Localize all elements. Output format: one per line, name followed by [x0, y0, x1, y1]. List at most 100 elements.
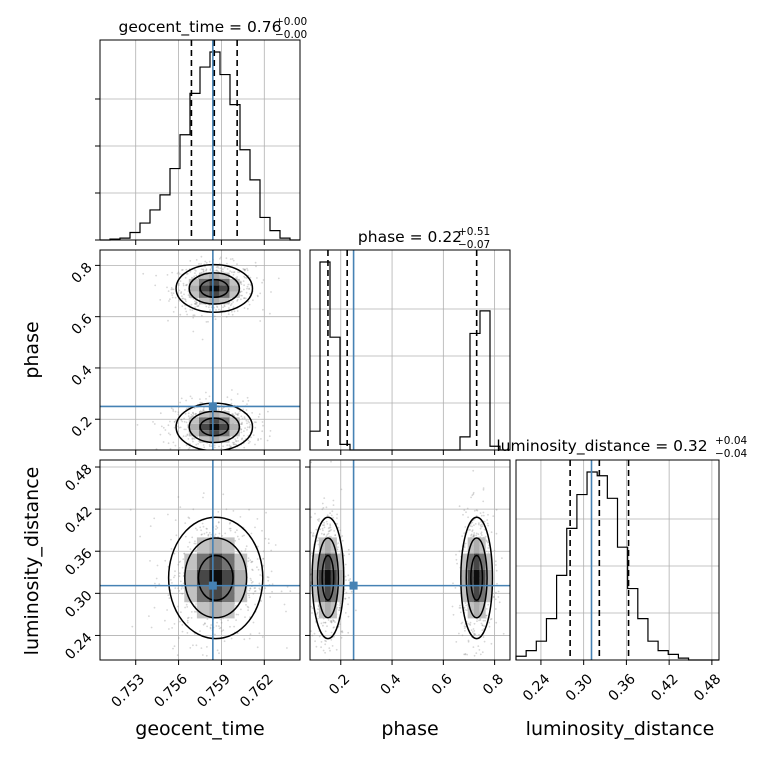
- panel-phase-vs-luminosity-distance-density-cell: [479, 553, 486, 570]
- title-luminosity-distance-main: luminosity_distance = 0.32: [496, 437, 707, 456]
- panel-phase-vs-luminosity-distance-density-cell: [330, 553, 337, 570]
- panel-geocent-time-vs-phase-sample: [251, 412, 254, 414]
- panel-geocent-time-vs-phase-sample: [240, 428, 242, 431]
- panel-geocent-time-vs-phase-sample: [236, 310, 239, 312]
- panel-phase-vs-luminosity-distance-sample: [475, 652, 478, 654]
- panel-phase-vs-luminosity-distance-sample: [492, 596, 495, 599]
- panel-geocent-time-vs-phase-sample: [242, 280, 245, 282]
- panel-geocent-time-vs-phase-sample: [256, 294, 259, 297]
- panel-phase-vs-luminosity-distance-sample: [307, 527, 309, 529]
- panel-geocent-time-vs-phase-sample: [226, 268, 229, 270]
- panel-geocent-time-vs-phase-sample: [199, 398, 201, 400]
- panel-geocent-time-vs-phase-sample: [245, 409, 248, 411]
- panel-phase-vs-luminosity-distance-sample: [311, 634, 314, 637]
- panel-geocent-time-vs-luminosity-distance-sample: [249, 577, 252, 580]
- panel-geocent-time-vs-phase-sample: [244, 276, 246, 279]
- panel-geocent-time-vs-phase-sample: [189, 260, 192, 262]
- panel-geocent-time-vs-phase-sample: [182, 297, 185, 300]
- panel-phase-vs-luminosity-distance-sample: [335, 648, 338, 651]
- panel-phase-vs-luminosity-distance-sample: [478, 634, 480, 636]
- panel-phase-vs-luminosity-distance-sample: [473, 654, 476, 657]
- panel-geocent-time-vs-phase-sample: [257, 439, 259, 442]
- panel-geocent-time-vs-luminosity-distance-sample: [191, 536, 194, 539]
- panel-geocent-time-vs-phase-sample: [225, 316, 228, 318]
- panel-geocent-time-vs-luminosity-distance-sample: [234, 539, 237, 542]
- panel-geocent-time-vs-phase-sample: [234, 412, 237, 414]
- hist-panel-luminosity-distance-steps: [515, 471, 719, 661]
- panel-phase-vs-luminosity-distance-sample: [458, 505, 461, 508]
- panel-geocent-time-vs-phase-sample: [214, 315, 216, 318]
- panel-phase-vs-luminosity-distance-sample: [463, 532, 466, 535]
- panel-geocent-time-vs-phase-sample: [266, 439, 269, 442]
- panel-geocent-time-vs-phase-sample: [196, 301, 199, 304]
- panel-phase-vs-luminosity-distance-sample: [326, 523, 329, 525]
- panel-geocent-time-vs-luminosity-distance-density-cell: [184, 553, 197, 570]
- panel-geocent-time-vs-phase-sample: [240, 290, 243, 293]
- panel-geocent-time-vs-luminosity-distance-sample: [270, 549, 273, 552]
- panel-geocent-time-vs-phase-sample: [197, 305, 200, 307]
- panel-geocent-time-vs-phase-sample: [247, 439, 250, 442]
- panel-geocent-time-vs-phase-sample: [240, 428, 243, 431]
- panel-geocent-time-vs-luminosity-distance-sample: [248, 594, 250, 597]
- panel-phase-vs-luminosity-distance-sample: [481, 624, 484, 627]
- panel-geocent-time-vs-phase-sample: [232, 271, 235, 274]
- panel-geocent-time-vs-phase-sample: [216, 306, 219, 309]
- panel-phase-vs-luminosity-distance-sample: [345, 591, 348, 594]
- panel-geocent-time-vs-phase-sample: [177, 411, 180, 414]
- panel-geocent-time-vs-phase-sample: [236, 300, 239, 302]
- panel-geocent-time-vs-luminosity-distance-sample: [249, 587, 252, 590]
- panel-geocent-time-vs-phase-sample: [234, 438, 237, 440]
- panel-phase-vs-luminosity-distance-sample: [455, 641, 458, 643]
- panel-phase-vs-luminosity-distance-sample: [473, 509, 476, 512]
- panel-geocent-time-vs-luminosity-distance-sample: [217, 511, 220, 513]
- panel-geocent-time-vs-phase-sample: [229, 445, 232, 448]
- panel-geocent-time-vs-phase-sample: [247, 399, 250, 402]
- panel-geocent-time-vs-luminosity-distance-sample: [129, 508, 132, 511]
- panel-geocent-time-vs-phase-sample: [194, 306, 197, 309]
- panel-geocent-time-vs-phase-sample: [199, 401, 202, 404]
- panel-geocent-time-vs-phase-sample: [186, 424, 189, 426]
- panel-geocent-time-vs-phase-sample: [230, 398, 233, 401]
- panel-geocent-time-vs-phase-sample: [210, 462, 212, 464]
- panel-geocent-time-vs-phase-sample: [244, 269, 246, 272]
- panel-geocent-time-vs-phase-sample: [159, 412, 162, 415]
- panel-phase-vs-luminosity-distance-sample: [308, 581, 310, 583]
- panel-geocent-time-vs-phase-sample: [194, 302, 197, 305]
- panel-geocent-time-vs-phase-sample: [239, 410, 241, 412]
- panel-geocent-time-vs-luminosity-distance-density-cell: [234, 586, 248, 603]
- panel-geocent-time-vs-phase-sample: [178, 426, 181, 429]
- panel-phase-vs-luminosity-distance-sample: [327, 532, 330, 535]
- panel-geocent-time-vs-phase-sample: [182, 435, 185, 438]
- panel-phase-vs-luminosity-distance-sample: [482, 500, 485, 503]
- panel-geocent-time-vs-luminosity-distance-sample: [150, 626, 153, 629]
- panel-phase-vs-luminosity-distance-sample: [464, 653, 467, 656]
- panel-geocent-time-vs-phase-sample: [227, 408, 230, 411]
- panel-phase-vs-luminosity-distance-sample: [481, 523, 483, 526]
- panel-phase-vs-luminosity-distance-sample: [339, 606, 341, 609]
- panel-geocent-time-vs-phase-sample: [236, 263, 238, 265]
- panel-geocent-time-vs-luminosity-distance-density-cell: [196, 537, 210, 554]
- panel-geocent-time-vs-phase-sample: [167, 290, 170, 292]
- panel-geocent-time-vs-phase-sample: [197, 305, 200, 308]
- panel-phase-vs-luminosity-distance-sample: [323, 497, 326, 499]
- panel-geocent-time-vs-phase-density-cell: [229, 278, 240, 286]
- panel-phase-vs-luminosity-distance-sample: [458, 550, 461, 553]
- panel-geocent-time-vs-phase-density-cell: [219, 411, 230, 418]
- panel-geocent-time-vs-phase-sample: [257, 295, 259, 298]
- panel-geocent-time-vs-luminosity-distance-sample: [251, 568, 254, 571]
- panel-phase-vs-luminosity-distance-sample: [329, 523, 332, 526]
- panel-geocent-time-vs-luminosity-distance-sample: [228, 522, 231, 525]
- panel-geocent-time-vs-phase-sample: [205, 246, 207, 248]
- panel-geocent-time-vs-phase-sample: [218, 308, 220, 311]
- panel-geocent-time-vs-phase-sample: [173, 421, 176, 423]
- panel-geocent-time-vs-luminosity-distance-sample: [201, 522, 204, 525]
- panel-geocent-time-vs-luminosity-distance-sample: [166, 609, 169, 611]
- panel-geocent-time-vs-luminosity-distance-sample: [187, 617, 189, 620]
- panel-phase-vs-luminosity-distance-sample: [496, 582, 498, 585]
- panel-geocent-time-vs-phase-sample: [215, 266, 218, 269]
- panel-geocent-time-vs-luminosity-distance-sample: [228, 527, 231, 530]
- panel-phase-vs-luminosity-distance-sample: [473, 632, 475, 635]
- panel-phase-vs-luminosity-distance-sample: [341, 539, 344, 542]
- panel-geocent-time-vs-phase-sample: [178, 299, 181, 302]
- panel-geocent-time-vs-luminosity-distance-sample: [240, 550, 243, 552]
